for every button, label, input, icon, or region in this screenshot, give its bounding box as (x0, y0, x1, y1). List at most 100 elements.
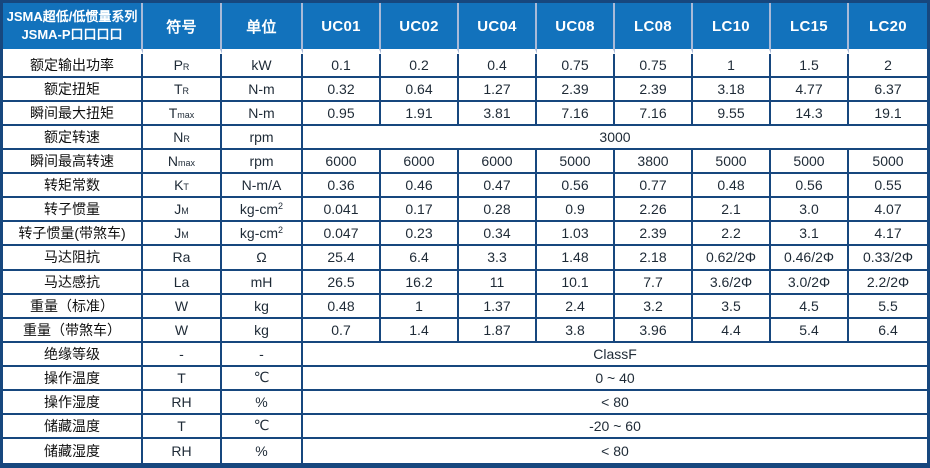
model-header-lc15: LC15 (771, 3, 849, 54)
cell-value: 4.77 (771, 78, 849, 103)
row-label: 额定扭矩 (3, 78, 143, 103)
cell-value: 7.16 (537, 102, 615, 127)
row-unit: % (222, 390, 303, 415)
model-header-lc10: LC10 (693, 3, 771, 54)
cell-value: 2.2/2Φ (849, 270, 927, 295)
cell-value: 3.18 (693, 78, 771, 103)
cell-value: 7.16 (615, 102, 693, 127)
row-label: 转矩常数 (3, 174, 143, 199)
cell-value: 0.55 (849, 174, 927, 199)
model-header-uc08: UC08 (537, 3, 615, 54)
cell-value: 0.75 (537, 54, 615, 79)
model-header-uc04: UC04 (459, 3, 537, 54)
row-unit: N-m (222, 102, 303, 127)
row-symbol: W (143, 318, 222, 343)
row-unit: rpm (222, 150, 303, 175)
cell-value: 1.5 (771, 54, 849, 79)
table-title: JSMA超低/低惯量系列 JSMA-P口口口口 (3, 3, 143, 54)
row-unit: kW (222, 54, 303, 79)
cell-value: 0.47 (459, 174, 537, 199)
row-unit: - (222, 342, 303, 367)
span-value: -20 ~ 60 (303, 414, 927, 439)
cell-value: 9.55 (693, 102, 771, 127)
cell-value: 0.36 (303, 174, 381, 199)
cell-value: 6000 (459, 150, 537, 175)
cell-value: 3.0 (771, 198, 849, 223)
cell-value: 5.5 (849, 294, 927, 319)
cell-value: 0.56 (771, 174, 849, 199)
row-unit: kg (222, 294, 303, 319)
row-label: 马达感抗 (3, 270, 143, 295)
cell-value: 3800 (615, 150, 693, 175)
cell-value: 0.46 (381, 174, 459, 199)
cell-value: 0.48 (693, 174, 771, 199)
cell-value: 19.1 (849, 102, 927, 127)
row-unit: % (222, 438, 303, 463)
row-label: 绝缘等级 (3, 342, 143, 367)
cell-value: 2.18 (615, 246, 693, 271)
row-label: 瞬间最大扭矩 (3, 102, 143, 127)
row-symbol: RH (143, 390, 222, 415)
cell-value: 0.75 (615, 54, 693, 79)
cell-value: 1.87 (459, 318, 537, 343)
row-unit: mH (222, 270, 303, 295)
cell-value: 0.95 (303, 102, 381, 127)
cell-value: 1.4 (381, 318, 459, 343)
cell-value: 0.23 (381, 222, 459, 247)
cell-value: 0.1 (303, 54, 381, 79)
span-value: 0 ~ 40 (303, 366, 927, 391)
cell-value: 2.1 (693, 198, 771, 223)
cell-value: 0.46/2Φ (771, 246, 849, 271)
cell-value: 3.2 (615, 294, 693, 319)
cell-value: 1.27 (459, 78, 537, 103)
cell-value: 4.17 (849, 222, 927, 247)
cell-value: 0.64 (381, 78, 459, 103)
row-label: 操作湿度 (3, 390, 143, 415)
cell-value: 7.7 (615, 270, 693, 295)
cell-value: 4.07 (849, 198, 927, 223)
cell-value: 5000 (771, 150, 849, 175)
cell-value: 0.62/2Φ (693, 246, 771, 271)
cell-value: 0.047 (303, 222, 381, 247)
cell-value: 2.39 (537, 78, 615, 103)
cell-value: 16.2 (381, 270, 459, 295)
cell-value: 25.4 (303, 246, 381, 271)
row-unit: Ω (222, 246, 303, 271)
row-unit: ℃ (222, 414, 303, 439)
cell-value: 0.33/2Φ (849, 246, 927, 271)
model-header-lc20: LC20 (849, 3, 927, 54)
cell-value: 6.37 (849, 78, 927, 103)
row-symbol: Ra (143, 246, 222, 271)
row-unit: N-m/A (222, 174, 303, 199)
row-symbol: W (143, 294, 222, 319)
table-title-line2: JSMA-P口口口口 (21, 27, 123, 42)
cell-value: 6.4 (849, 318, 927, 343)
row-label: 转子惯量 (3, 198, 143, 223)
cell-value: 5000 (537, 150, 615, 175)
cell-value: 2.26 (615, 198, 693, 223)
cell-value: 0.48 (303, 294, 381, 319)
symbol-column-header: 符号 (143, 3, 222, 54)
cell-value: 0.2 (381, 54, 459, 79)
cell-value: 1 (381, 294, 459, 319)
cell-value: 2 (849, 54, 927, 79)
cell-value: 0.17 (381, 198, 459, 223)
cell-value: 2.39 (615, 78, 693, 103)
span-value: 3000 (303, 126, 927, 151)
cell-value: 3.5 (693, 294, 771, 319)
cell-value: 0.7 (303, 318, 381, 343)
cell-value: 0.4 (459, 54, 537, 79)
cell-value: 0.28 (459, 198, 537, 223)
cell-value: 6.4 (381, 246, 459, 271)
cell-value: 3.96 (615, 318, 693, 343)
cell-value: 14.3 (771, 102, 849, 127)
cell-value: 3.3 (459, 246, 537, 271)
cell-value: 6000 (303, 150, 381, 175)
row-label: 瞬间最高转速 (3, 150, 143, 175)
row-label: 马达阻抗 (3, 246, 143, 271)
span-value: < 80 (303, 438, 927, 463)
